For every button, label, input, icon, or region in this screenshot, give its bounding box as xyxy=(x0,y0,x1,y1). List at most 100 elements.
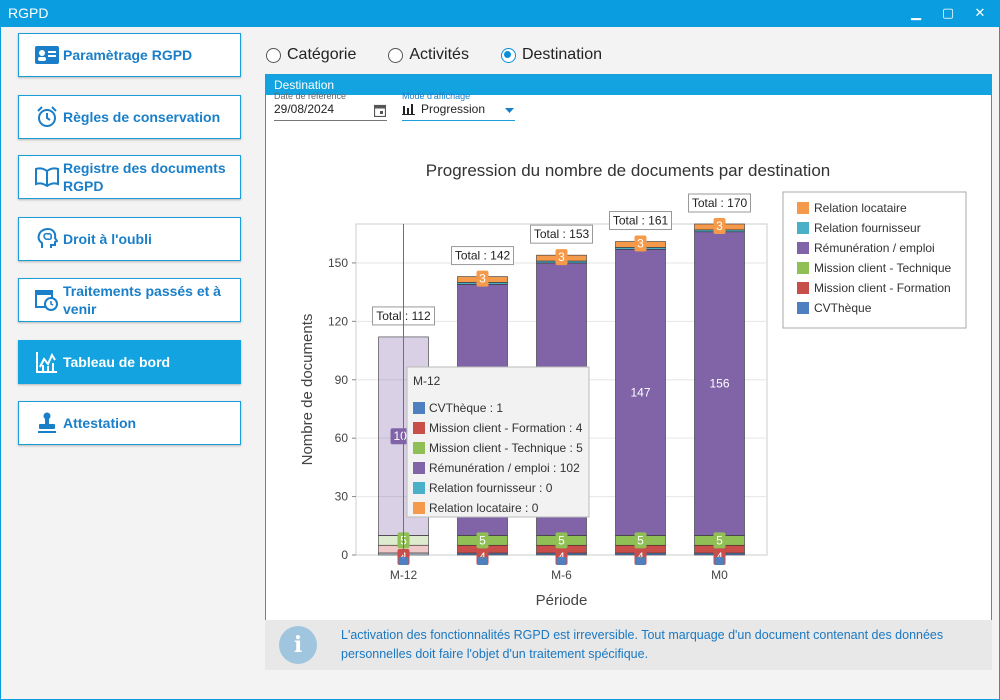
legend-label: CVThèque xyxy=(814,301,872,315)
data-label-box xyxy=(555,249,568,266)
nav-regles-conservation[interactable]: Règles de conservation xyxy=(18,95,241,139)
legend-label: Relation locataire xyxy=(814,201,907,215)
y-axis-label: Nombre de documents xyxy=(299,314,316,466)
tooltip-swatch xyxy=(413,462,425,474)
chart-title: Progression du nombre de documents par d… xyxy=(426,161,830,180)
radio-label: Catégorie xyxy=(287,46,357,63)
y-tick-label: 60 xyxy=(335,431,349,445)
data-label: 5 xyxy=(479,533,486,547)
legend-swatch xyxy=(797,242,809,254)
view-mode-radio-group: Catégorie Activités Destination xyxy=(266,45,634,65)
tooltip-swatch xyxy=(413,402,425,414)
data-label: 5 xyxy=(637,533,644,547)
y-tick-label: 90 xyxy=(335,373,349,387)
legend-label: Mission client - Formation xyxy=(814,281,951,295)
data-label-box xyxy=(634,532,647,549)
y-tick-label: 150 xyxy=(328,256,348,270)
legend-swatch xyxy=(797,302,809,314)
total-label: Total : 161 xyxy=(613,214,669,228)
tooltip xyxy=(406,366,590,518)
tooltip-item: Rémunération / emploi : 102 xyxy=(429,461,580,475)
title-bar: RGPD ▁ ▢ ✕ xyxy=(0,0,1000,27)
head-brain-icon xyxy=(33,225,61,253)
data-label-box xyxy=(476,270,489,287)
data-label: 3 xyxy=(558,250,565,264)
reference-date-picker[interactable]: Date de référence 29/08/2024 xyxy=(274,91,387,121)
radio-label: Activités xyxy=(409,46,469,63)
total-label: Total : 153 xyxy=(534,227,590,241)
legend-swatch xyxy=(797,202,809,214)
nav-label: Traitements passés et à venir xyxy=(63,283,221,317)
data-label-box xyxy=(476,532,489,549)
nav-label: Droit à l'oubli xyxy=(63,231,152,247)
data-label: 3 xyxy=(637,237,644,251)
calendar-clock-icon xyxy=(33,286,61,314)
radio-label: Destination xyxy=(521,46,602,63)
radio-categorie[interactable]: Catégorie xyxy=(266,46,356,64)
data-label-box xyxy=(713,218,726,234)
dashboard-chart-icon xyxy=(33,348,61,376)
tooltip-swatch xyxy=(413,422,425,434)
tooltip-swatch xyxy=(413,482,425,494)
nav-registre-documents[interactable]: Registre des documents RGPD xyxy=(18,155,241,199)
data-label: 3 xyxy=(479,272,486,286)
bar-segment[interactable] xyxy=(694,231,745,536)
reference-date-label: Date de référence xyxy=(274,91,347,101)
radio-destination[interactable]: Destination xyxy=(500,46,602,64)
radio-dot-icon xyxy=(500,47,516,63)
info-line-2: personnelles doit faire l'objet d'un tra… xyxy=(341,647,649,661)
nav-droit-oubli[interactable]: Droit à l'oubli xyxy=(18,217,241,261)
maximize-icon[interactable]: ▢ xyxy=(941,5,955,20)
nav-label: Tableau de bord xyxy=(63,354,171,370)
x-tick-label: M-12 xyxy=(390,568,418,582)
x-axis-label: Période xyxy=(536,592,588,609)
data-label-box xyxy=(713,532,726,549)
nav-tableau-de-bord[interactable]: Tableau de bord xyxy=(18,340,241,384)
tooltip-swatch xyxy=(413,442,425,454)
close-icon[interactable]: ✕ xyxy=(974,5,986,20)
display-mode-value-row[interactable]: Progression xyxy=(402,102,515,116)
open-book-icon xyxy=(33,163,61,191)
x-tick-label: M-6 xyxy=(551,568,572,582)
destination-progress-chart: Progression du nombre de documents par d… xyxy=(299,161,967,609)
reference-date-value[interactable]: 29/08/2024 xyxy=(274,102,335,116)
tooltip-swatch xyxy=(413,502,425,514)
data-label: 3 xyxy=(716,219,723,233)
minimize-icon[interactable]: ▁ xyxy=(911,5,921,20)
chevron-down-icon[interactable] xyxy=(505,108,514,114)
data-label: 147 xyxy=(630,385,650,399)
nav-label: Attestation xyxy=(63,415,137,431)
data-label: 5 xyxy=(716,533,723,547)
radio-dot-icon xyxy=(388,47,404,63)
tooltip-item: Relation fournisseur : 0 xyxy=(429,481,553,495)
legend-label: Relation fournisseur xyxy=(814,221,921,235)
tooltip-item: CVThèque : 1 xyxy=(429,401,503,415)
info-text: L'activation des fonctionnalités RGPD es… xyxy=(341,626,943,664)
tooltip-item: Mission client - Formation : 4 xyxy=(429,421,583,435)
info-icon: i xyxy=(279,626,317,664)
data-label-box xyxy=(477,557,488,565)
nav-label: Règles de conservation xyxy=(63,109,221,125)
nav-attestation[interactable]: Attestation xyxy=(18,401,241,445)
legend-label: Rémunération / emploi xyxy=(814,241,935,255)
nav-traitements[interactable]: Traitements passés et à venir xyxy=(18,278,241,322)
data-label-box xyxy=(556,557,567,565)
stamp-icon xyxy=(33,409,61,437)
total-label-box xyxy=(688,193,751,213)
data-label-box xyxy=(398,557,409,565)
tooltip-title: M-12 xyxy=(413,374,441,388)
nav-parametrage-rgpd[interactable]: Paramètrage RGPD xyxy=(18,33,241,77)
legend-swatch xyxy=(797,222,809,234)
display-mode-select[interactable]: Mode d'affichage Progression xyxy=(402,91,515,121)
tooltip-item: Relation locataire : 0 xyxy=(429,501,539,515)
data-label-box xyxy=(714,557,725,565)
data-label: 156 xyxy=(709,377,729,391)
legend-swatch xyxy=(797,282,809,294)
calendar-icon[interactable] xyxy=(374,104,386,117)
legend-label: Mission client - Technique xyxy=(814,261,952,275)
data-label-box xyxy=(635,557,646,565)
radio-activites[interactable]: Activités xyxy=(388,46,469,64)
alarm-clock-icon xyxy=(33,103,61,131)
nav-label: Paramètrage RGPD xyxy=(63,47,193,63)
info-line-1: L'activation des fonctionnalités RGPD es… xyxy=(341,628,944,642)
